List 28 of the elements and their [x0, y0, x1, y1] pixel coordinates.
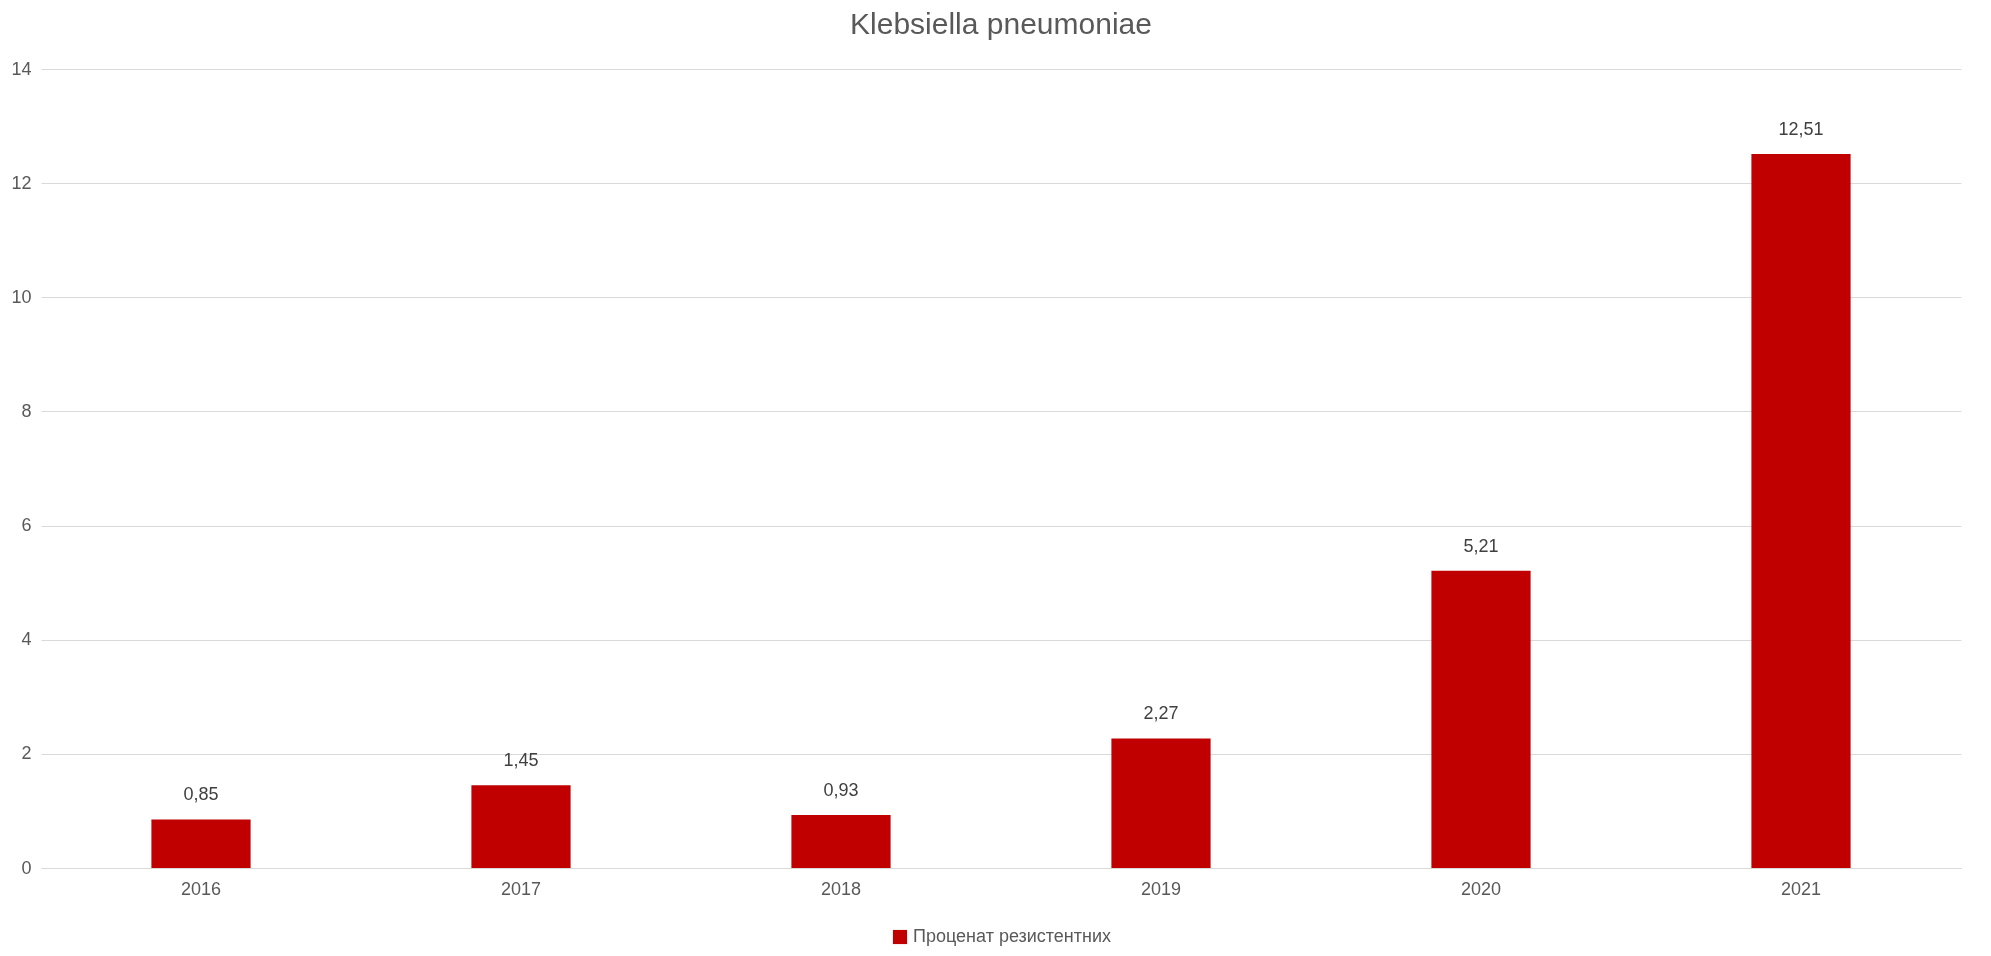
x-tick-label: 2016: [180, 878, 222, 899]
bar: [1111, 738, 1211, 868]
y-tick-label: 10: [11, 286, 32, 307]
bar: [1751, 154, 1851, 868]
x-tick-label: 2021: [1780, 878, 1822, 899]
y-tick-label: 8: [21, 400, 32, 421]
data-label: 0,85: [183, 784, 219, 805]
bar: [471, 785, 571, 868]
y-tick-label: 0: [21, 857, 32, 878]
data-label: 0,93: [823, 779, 859, 800]
data-label: 1,45: [503, 750, 539, 771]
y-tick-label: 4: [21, 629, 32, 650]
bar: [151, 819, 251, 868]
x-tick-label: 2018: [820, 878, 862, 899]
bar: [791, 814, 891, 868]
data-label: 5,21: [1463, 535, 1499, 556]
data-label: 12,51: [1778, 119, 1824, 140]
data-label: 2,27: [1143, 703, 1179, 724]
y-tick-label: 6: [21, 515, 32, 536]
bar: [1431, 570, 1531, 868]
y-tick-label: 2: [21, 743, 32, 764]
y-tick-label: 12: [11, 172, 32, 193]
x-tick-label: 2019: [1140, 878, 1182, 899]
chart-title: Klebsiella pneumoniae: [850, 7, 1152, 40]
x-tick-label: 2017: [500, 878, 542, 899]
x-tick-label: 2020: [1460, 878, 1502, 899]
y-tick-label: 14: [11, 58, 32, 79]
legend-label: Проценат резистентних: [913, 926, 1112, 946]
